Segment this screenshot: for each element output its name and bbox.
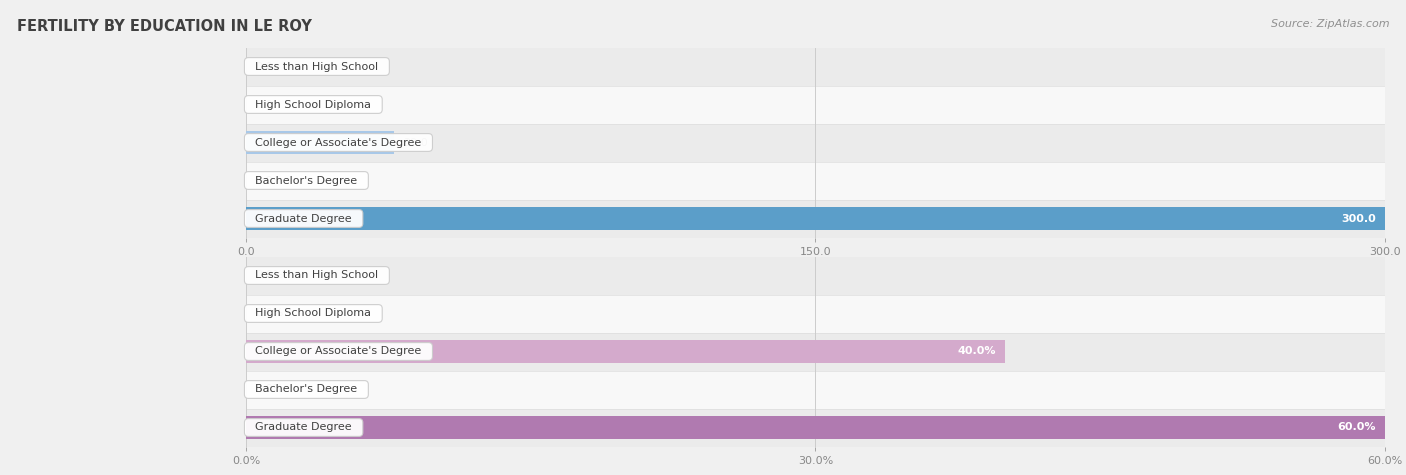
Text: Graduate Degree: Graduate Degree (249, 422, 359, 433)
Bar (246, 162, 1385, 199)
Text: 0.0: 0.0 (254, 175, 273, 186)
Bar (246, 124, 1385, 162)
Bar (246, 256, 1385, 294)
Text: High School Diploma: High School Diploma (249, 308, 378, 319)
Bar (246, 416, 1385, 439)
Text: College or Associate's Degree: College or Associate's Degree (249, 346, 429, 357)
Text: Bachelor's Degree: Bachelor's Degree (249, 384, 364, 395)
Bar (246, 207, 1385, 230)
Text: 300.0: 300.0 (1341, 213, 1376, 224)
Bar (246, 200, 1385, 238)
Text: 60.0%: 60.0% (1337, 422, 1376, 433)
Bar (246, 332, 1385, 371)
Text: Less than High School: Less than High School (249, 270, 385, 281)
Bar (246, 131, 394, 154)
Text: Less than High School: Less than High School (249, 61, 385, 72)
Text: 0.0: 0.0 (254, 99, 273, 110)
Bar (246, 294, 1385, 332)
Text: 0.0%: 0.0% (254, 270, 284, 281)
Bar (246, 370, 1385, 408)
Text: 0.0: 0.0 (254, 61, 273, 72)
Text: FERTILITY BY EDUCATION IN LE ROY: FERTILITY BY EDUCATION IN LE ROY (17, 19, 312, 34)
Text: 0.0%: 0.0% (254, 384, 284, 395)
Text: Source: ZipAtlas.com: Source: ZipAtlas.com (1271, 19, 1389, 29)
Text: Graduate Degree: Graduate Degree (249, 213, 359, 224)
Text: 0.0%: 0.0% (254, 308, 284, 319)
Bar (246, 340, 1005, 363)
Bar (246, 86, 1385, 124)
Text: 39.0: 39.0 (404, 137, 427, 148)
Text: High School Diploma: High School Diploma (249, 99, 378, 110)
Bar (246, 408, 1385, 446)
Bar (246, 48, 1385, 86)
Text: Bachelor's Degree: Bachelor's Degree (249, 175, 364, 186)
Text: College or Associate's Degree: College or Associate's Degree (249, 137, 429, 148)
Text: 40.0%: 40.0% (957, 346, 997, 357)
